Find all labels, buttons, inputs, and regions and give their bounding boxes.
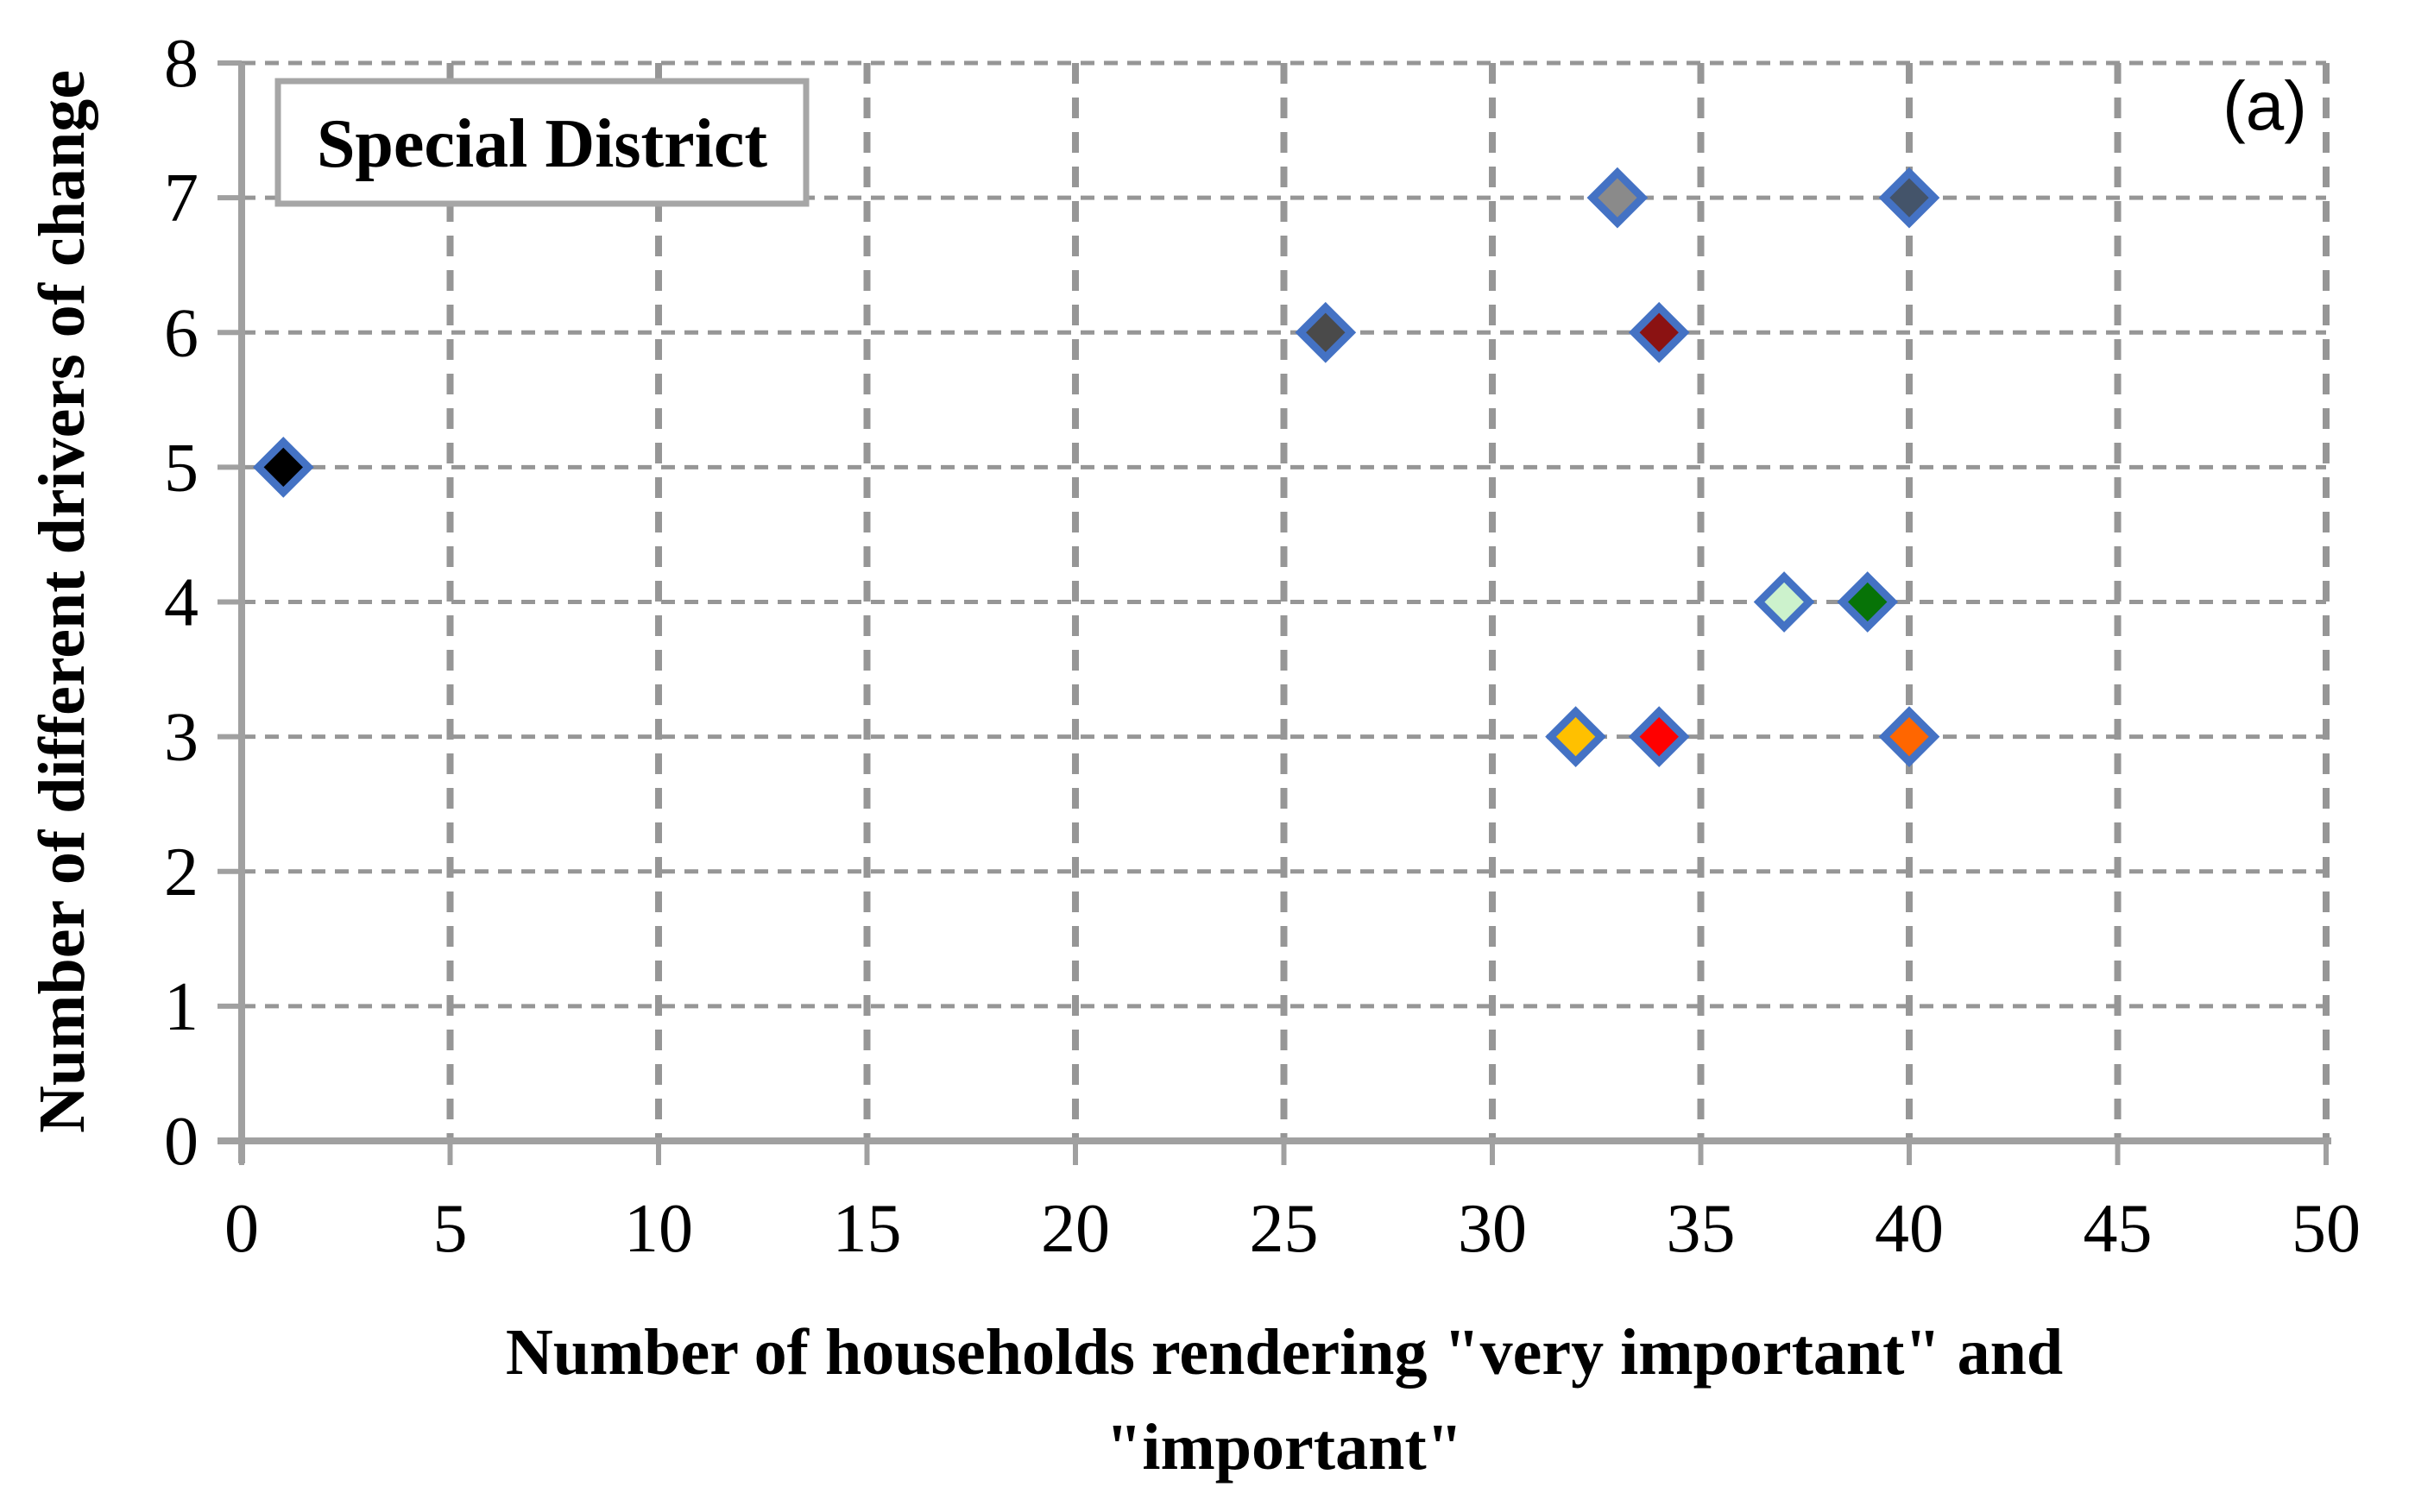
data-point <box>1545 706 1606 767</box>
y-tick-label: 6 <box>164 295 199 371</box>
x-tick-label: 20 <box>1041 1191 1110 1267</box>
y-tick-label: 7 <box>164 161 199 236</box>
data-points <box>252 167 1940 767</box>
panel-label: (a) <box>2223 67 2307 144</box>
data-point <box>252 437 314 498</box>
x-tick-label: 25 <box>1250 1191 1319 1267</box>
x-tick-label: 5 <box>433 1191 468 1267</box>
y-tick-label: 4 <box>164 565 199 641</box>
data-point <box>1878 706 1940 767</box>
data-point <box>1628 706 1690 767</box>
gridlines <box>242 60 2330 1141</box>
x-tick-label: 0 <box>224 1191 259 1267</box>
y-tick-label: 5 <box>164 430 199 506</box>
x-tick-label: 15 <box>833 1191 902 1267</box>
x-axis-title-line2: "important" <box>1106 1411 1463 1484</box>
x-tick-label: 50 <box>2292 1191 2361 1267</box>
axes <box>218 60 2331 1165</box>
x-axis-title-line1: Number of households rendering "very imp… <box>506 1316 2063 1389</box>
x-tick-label: 35 <box>1667 1191 1736 1267</box>
y-tick-label: 8 <box>164 26 199 102</box>
y-tick-label: 1 <box>164 969 199 1045</box>
series-label-border <box>274 78 810 207</box>
y-axis-title: Number of different drivers of change <box>26 70 98 1133</box>
y-tick-label: 2 <box>164 835 199 910</box>
data-point <box>1628 301 1690 363</box>
data-point <box>1586 167 1649 229</box>
x-tick-label: 40 <box>1875 1191 1944 1267</box>
series-label-box: Special District <box>274 78 810 207</box>
series-label-text: Special District <box>317 106 767 182</box>
x-tick-label: 30 <box>1458 1191 1527 1267</box>
y-tick-label: 3 <box>164 700 199 776</box>
data-point <box>1878 167 1940 229</box>
data-point <box>1837 571 1899 633</box>
data-point <box>1295 301 1357 363</box>
x-tick-label: 45 <box>2084 1191 2153 1267</box>
data-point <box>1753 571 1815 633</box>
x-tick-label: 10 <box>624 1191 693 1267</box>
y-tick-label: 0 <box>164 1104 199 1180</box>
